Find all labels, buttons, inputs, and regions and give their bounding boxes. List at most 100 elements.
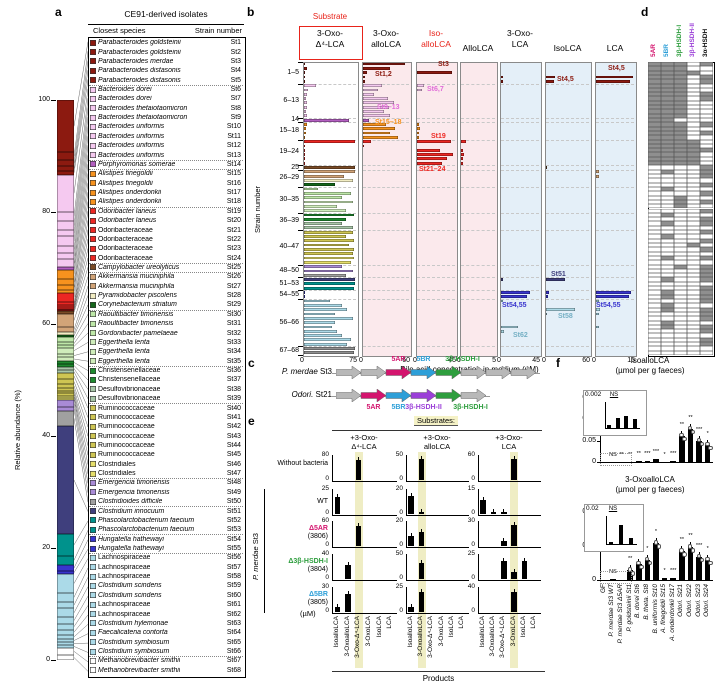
panel-a-title-rule	[88, 24, 244, 25]
concentration-bar	[304, 179, 353, 182]
species-color-swatch	[90, 67, 96, 74]
error-whisker	[513, 522, 515, 526]
species-name: Lachnospiraceae	[98, 554, 151, 562]
abundance-segment	[57, 221, 74, 231]
significance-label: *	[706, 545, 709, 552]
species-row: Ruminococcaceae St45	[90, 450, 241, 459]
concentration-bar	[501, 325, 518, 329]
species-color-swatch	[90, 564, 96, 571]
enzyme-presence-cell	[700, 109, 713, 114]
x-axis-zero: 0	[592, 357, 596, 364]
concentration-bar	[304, 325, 332, 329]
enzyme-presence-cell	[674, 152, 687, 157]
strain-number: St66	[226, 648, 241, 656]
x-axis-zero: 0	[497, 357, 501, 364]
abundance-segment	[57, 100, 74, 153]
gene-arrow	[360, 389, 387, 402]
enzyme-presence-cell	[700, 238, 713, 243]
concentration-bar	[304, 282, 356, 286]
concentration-bar	[304, 166, 356, 169]
mini-chart-ymax: 40	[321, 550, 329, 557]
concentration-bar	[304, 243, 350, 247]
concentration-bar	[363, 123, 386, 126]
error-whisker	[358, 523, 360, 527]
enzyme-presence-cell	[687, 286, 700, 291]
mini-chart-ymax: 30	[321, 583, 329, 590]
species-row: Ruminococcaceae St43	[90, 431, 241, 440]
enzyme-presence-cell	[661, 113, 674, 118]
species-row: Desulfovibrionaceae St38	[90, 385, 241, 394]
x-axis-max: 45	[448, 357, 456, 364]
enzyme-presence-cell	[700, 79, 713, 84]
concentration-bar	[363, 127, 396, 131]
species-color-swatch	[90, 601, 96, 608]
abundance-segment	[57, 395, 74, 399]
species-color-swatch	[90, 479, 96, 486]
species-color-swatch	[90, 629, 96, 636]
enzyme-presence-cell	[648, 87, 661, 93]
strain-number: St16	[226, 179, 241, 187]
enzyme-presence-cell	[700, 74, 713, 80]
inset-bar	[615, 418, 620, 428]
mini-chart-axes	[332, 554, 397, 581]
faeces-category-label: Odori. St23	[694, 584, 702, 617]
concentration-bar	[363, 110, 385, 113]
species-group-separator	[89, 534, 243, 536]
faeces-data-point	[639, 564, 644, 570]
species-name: Odoribacteraceae	[98, 245, 153, 253]
strain-group-label: 56–66	[279, 318, 299, 326]
enzyme-presence-cell	[648, 264, 661, 269]
species-color-swatch	[90, 517, 96, 524]
concentration-bar	[304, 213, 354, 217]
locus-tag: (3804)	[307, 565, 328, 573]
enzyme-presence-cell	[648, 118, 661, 123]
strain-annotation: St9–13	[377, 103, 400, 111]
enzyme-presence-cell	[687, 92, 700, 97]
group-gridline	[417, 230, 455, 232]
error-whisker	[421, 456, 422, 460]
abundance-segment	[57, 555, 74, 565]
faeces-data-point	[705, 441, 710, 447]
enzyme-presence-cell	[687, 290, 700, 295]
strain-number: St1	[230, 39, 241, 47]
mini-chart-yzero: 0	[399, 509, 403, 516]
error-whisker	[336, 604, 338, 608]
mini-chart-yzero: 0	[471, 509, 475, 516]
concentration-bar	[304, 209, 346, 212]
enzyme-presence-cell	[661, 346, 674, 351]
product-bar	[355, 459, 362, 480]
concentration-bar	[304, 347, 355, 350]
significance-label: NS	[609, 451, 617, 458]
product-axis-label: IsoLCA	[448, 616, 455, 638]
bile-acid-column-title: alloLCA	[371, 39, 401, 49]
faeces-ytick	[597, 580, 600, 581]
species-color-swatch	[90, 273, 96, 280]
mini-chart-axes	[332, 489, 397, 516]
concentration-bar	[417, 161, 443, 165]
enzyme-presence-cell	[661, 92, 674, 97]
faeces-data-point	[653, 540, 658, 545]
concentration-bar	[546, 278, 566, 281]
species-name: Clostridium scindens	[98, 591, 162, 599]
mini-chart-axes	[406, 587, 469, 614]
enzyme-presence-cell	[700, 130, 713, 136]
enzyme-presence-cell	[648, 298, 661, 304]
enzyme-presence-cell	[674, 264, 687, 269]
species-color-swatch	[90, 77, 96, 84]
group-gridline	[417, 186, 455, 188]
group-gridline	[596, 122, 634, 124]
concentration-bar	[304, 265, 343, 268]
species-name: Clostridiales	[98, 460, 136, 468]
species-row: Odoribacteraceae St23	[90, 244, 241, 253]
group-gridline	[596, 230, 634, 232]
enzyme-presence-cell	[674, 350, 687, 355]
inset-bar	[624, 415, 629, 428]
enzyme-presence-cell	[687, 307, 700, 312]
enzyme-presence-cell	[687, 122, 700, 127]
faeces-category-label: A. onderdonkii St17	[668, 584, 676, 641]
abundance-segment	[57, 152, 74, 160]
enzyme-presence-cell	[661, 74, 674, 80]
concentration-bar	[304, 105, 307, 109]
concentration-bar	[501, 79, 503, 83]
species-color-swatch	[90, 442, 96, 449]
